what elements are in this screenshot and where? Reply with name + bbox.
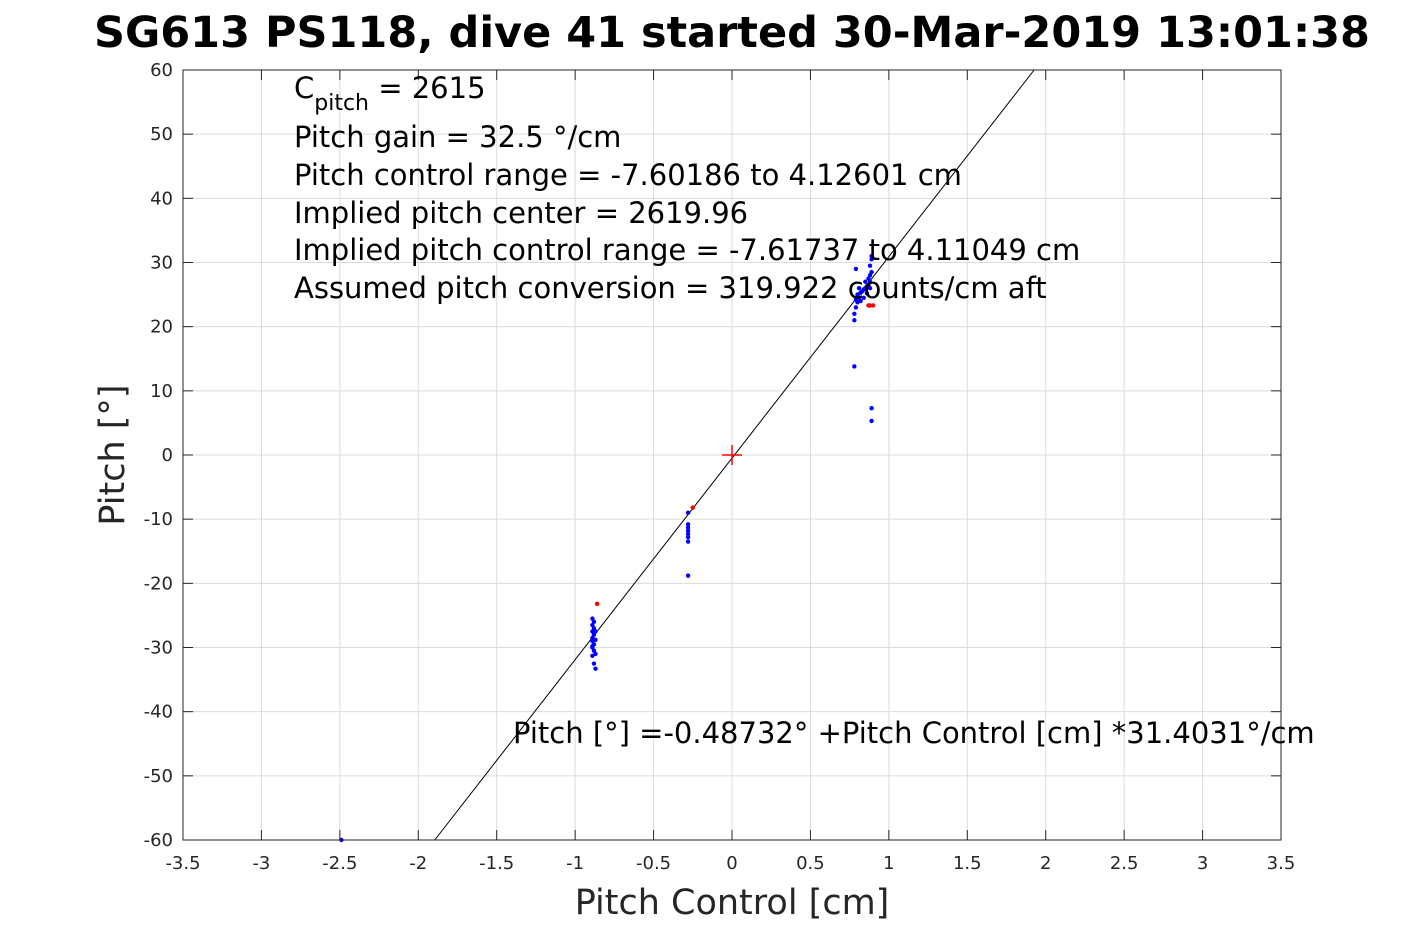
data-point <box>593 629 598 634</box>
y-tick-label: 50 <box>150 124 173 145</box>
y-tick-label: 60 <box>150 60 173 81</box>
chart-title: SG613 PS118, dive 41 started 30-Mar-2019… <box>94 8 1370 58</box>
data-point <box>685 573 691 578</box>
data-point <box>852 364 857 369</box>
data-point <box>594 601 600 607</box>
data-point <box>685 531 691 537</box>
x-tick-label: -3.5 <box>165 853 200 874</box>
data-point <box>685 525 691 530</box>
c-pitch-main: C <box>294 71 314 105</box>
annotation-fit-equation: Pitch [°] =-0.48732° +Pitch Control [cm]… <box>513 716 1315 750</box>
annotation-pitch-control-range: Pitch control range = -7.60186 to 4.1260… <box>294 158 962 192</box>
x-tick-label: -1.5 <box>479 853 514 874</box>
data-point <box>870 303 876 308</box>
y-tick-label: -40 <box>144 702 173 723</box>
data-point <box>685 539 691 544</box>
x-axis-label: Pitch Control [cm] <box>575 883 890 923</box>
y-tick-label: 0 <box>162 445 173 466</box>
x-tick-label: -3 <box>252 853 270 874</box>
x-tick-label: 1 <box>883 853 894 874</box>
data-point <box>593 666 598 671</box>
y-axis-ticks: -60 -50 -40 -30 -20 -10 0 10 20 30 40 50 60 <box>144 60 1281 851</box>
y-axis-label: Pitch [°] <box>93 384 133 525</box>
data-point <box>685 522 691 527</box>
annotation-pitch-gain: Pitch gain = 32.5 °/cm <box>294 120 621 154</box>
data-point <box>856 285 862 291</box>
data-point <box>852 318 857 323</box>
x-tick-label: -2 <box>409 853 427 874</box>
y-tick-label: 10 <box>150 381 173 402</box>
y-tick-label: 30 <box>150 253 173 274</box>
data-point <box>590 653 595 659</box>
data-point <box>685 510 691 515</box>
x-tick-label: 0 <box>726 853 737 874</box>
x-tick-label: 0.5 <box>796 853 825 874</box>
data-point <box>591 661 597 666</box>
x-tick-label: 2 <box>1040 853 1051 874</box>
data-point <box>863 279 868 284</box>
data-point <box>867 263 873 268</box>
annotation-implied-pitch-control-range: Implied pitch control range = -7.61737 t… <box>294 233 1080 267</box>
data-points <box>339 253 876 843</box>
x-axis-ticks: -3.5 -3 -2.5 -2 -1.5 -1 -0.5 0 0.5 1 1.5 2 2.5 3 3.5 <box>165 70 1295 874</box>
y-tick-label: -50 <box>144 766 173 787</box>
x-tick-label: -1 <box>566 853 584 874</box>
annotation-implied-pitch-center: Implied pitch center = 2619.96 <box>294 196 748 230</box>
data-point <box>869 405 874 411</box>
x-tick-label: -2.5 <box>322 853 357 874</box>
data-point <box>867 285 873 291</box>
data-point <box>864 291 870 296</box>
center-marker-layer <box>722 445 742 465</box>
y-tick-label: -60 <box>144 830 173 851</box>
data-point <box>853 266 859 272</box>
y-tick-label: 20 <box>150 317 173 338</box>
data-point <box>858 298 863 304</box>
x-tick-label: 2.5 <box>1110 853 1139 874</box>
y-tick-label: 40 <box>150 188 173 209</box>
y-tick-label: -20 <box>144 573 173 594</box>
annotation-assumed-pitch-conversion: Assumed pitch conversion = 319.922 count… <box>294 271 1047 305</box>
y-tick-label: -30 <box>144 638 173 659</box>
data-point <box>685 534 691 540</box>
data-point <box>869 253 874 259</box>
data-point <box>869 269 874 275</box>
x-tick-label: 3.5 <box>1267 853 1296 874</box>
c-pitch-value: = 2615 <box>369 71 486 105</box>
data-point <box>869 257 874 262</box>
data-point <box>861 295 866 300</box>
x-tick-label: 3 <box>1197 853 1208 874</box>
data-point <box>853 305 859 310</box>
y-tick-label: -10 <box>144 509 173 530</box>
data-point <box>690 505 695 510</box>
data-point <box>591 619 597 625</box>
data-point <box>852 311 857 317</box>
data-point <box>685 528 691 533</box>
data-point <box>867 303 873 308</box>
data-point <box>590 644 595 649</box>
x-tick-label: -0.5 <box>636 853 671 874</box>
annotation-c-pitch: Cpitch = 2615 <box>294 71 486 116</box>
grid-lines <box>182 69 1282 841</box>
data-point <box>869 418 874 424</box>
c-pitch-subscript: pitch <box>314 91 369 116</box>
x-tick-label: 1.5 <box>953 853 982 874</box>
